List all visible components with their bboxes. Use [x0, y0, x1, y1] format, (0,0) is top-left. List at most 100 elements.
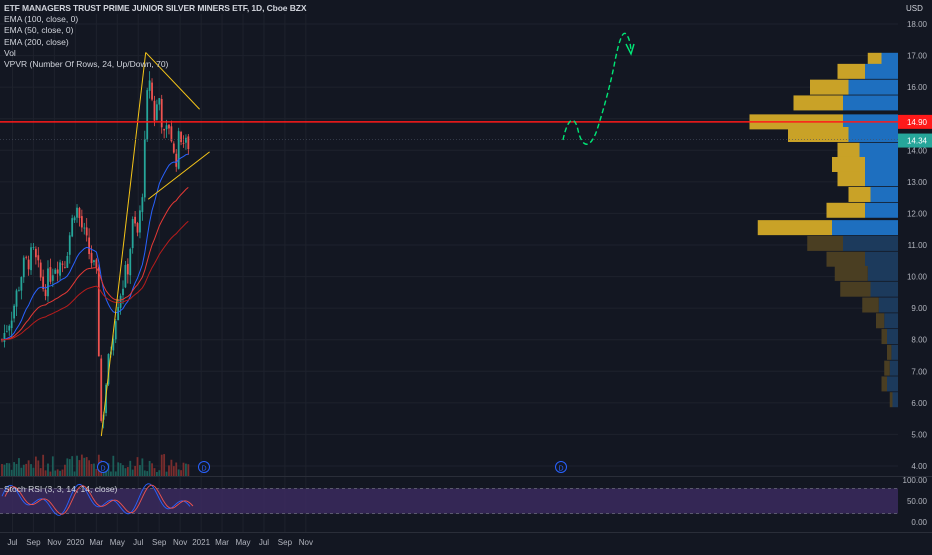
time-axis-tick: Nov: [47, 538, 61, 547]
volume-bar: [172, 466, 175, 476]
candle-body: [165, 125, 168, 130]
candle-body: [8, 325, 11, 331]
vpvr-bar-down: [834, 265, 868, 281]
candle-body: [27, 259, 30, 270]
volume-bar: [112, 455, 115, 476]
candle-body: [47, 268, 49, 297]
resistance-price-label: 14.90: [907, 118, 928, 127]
price-axis-tick: 10.00: [907, 273, 928, 282]
volume-bar: [42, 454, 45, 476]
volume-bar: [3, 464, 6, 476]
study-ema200[interactable]: EMA (200, close): [4, 36, 69, 47]
vpvr-bar-up: [848, 127, 898, 142]
vpvr-bar-up: [889, 360, 898, 376]
candle-body: [139, 210, 141, 233]
time-axis-tick: 2020: [66, 538, 84, 547]
volume-bar: [146, 471, 149, 476]
study-ema50[interactable]: EMA (50, close, 0): [4, 25, 74, 36]
candle-body: [119, 295, 122, 308]
triangle-upper-line: [145, 52, 200, 110]
resistance-price-tag: [898, 114, 932, 129]
candle-body: [30, 247, 32, 271]
candle-body: [175, 153, 178, 167]
vpvr-bar-down: [837, 142, 860, 158]
time-axis-tick: Sep: [26, 538, 41, 547]
currency-label[interactable]: USD: [906, 4, 923, 13]
vpvr-bar-up: [859, 142, 898, 158]
volume-bar: [180, 470, 182, 476]
candle-body: [126, 263, 129, 275]
vpvr-bar-up: [848, 79, 898, 95]
price-axis-tick: 16.00: [907, 83, 928, 92]
vpvr-bar-up: [865, 63, 898, 79]
candle-body: [146, 90, 149, 140]
vpvr-bar-up: [832, 220, 898, 236]
candle-body: [136, 223, 139, 233]
stoch-rsi-label[interactable]: Stoch RSI (3, 3, 14, 14, close): [4, 484, 118, 494]
vpvr-bar-up: [891, 344, 898, 360]
last-price-tag: [898, 133, 932, 148]
volume-bar: [85, 457, 88, 476]
study-vpvr[interactable]: VPVR (Number Of Rows, 24, Up/Down, 70): [4, 59, 169, 70]
time-axis-tick: Jul: [259, 538, 269, 547]
vpvr-bar-up: [887, 329, 898, 345]
study-volume[interactable]: Vol: [4, 47, 16, 58]
candle-body: [160, 98, 163, 128]
volume-bar: [1, 464, 3, 476]
candle-body: [39, 262, 42, 278]
vpvr-bar-up: [843, 235, 898, 251]
candle-body: [114, 321, 117, 340]
time-axis-tick: Mar: [215, 538, 229, 547]
volume-bar: [71, 456, 74, 476]
vpvr-bar-up: [884, 313, 898, 329]
volume-bar: [126, 467, 129, 476]
candle-body: [61, 263, 64, 265]
price-axis-tick: 6.00: [911, 399, 927, 408]
price-axis-tick: 4.00: [911, 462, 927, 471]
volume-bar: [54, 470, 57, 476]
volume-bar: [153, 468, 156, 476]
volume-bar: [117, 462, 120, 476]
candle-body: [18, 289, 20, 291]
volume-bar: [78, 460, 81, 476]
price-axis: [898, 0, 932, 550]
volume-bar: [143, 470, 146, 476]
volume-bar: [134, 465, 136, 476]
candle-body: [64, 267, 66, 268]
vpvr-bar-down: [881, 329, 887, 345]
time-axis-tick: May: [235, 538, 250, 547]
volume-bar: [68, 459, 71, 476]
volume-bar: [175, 462, 178, 476]
price-axis-tick: 5.00: [911, 430, 927, 439]
stoch-rsi-axis-tick: 50.00: [907, 497, 928, 506]
candle-body: [83, 227, 86, 229]
volume-bar: [18, 458, 20, 476]
candle-body: [42, 276, 45, 290]
volume-bar: [141, 458, 144, 476]
candle-body: [141, 197, 144, 213]
volume-bar: [22, 464, 25, 476]
candle-body: [163, 128, 166, 131]
vpvr-bar-down: [889, 392, 893, 408]
volume-bar: [155, 471, 158, 476]
dividend-marker: [97, 461, 109, 473]
candle-body: [32, 247, 35, 248]
volume-bar: [30, 464, 32, 476]
time-axis-tick: May: [110, 538, 125, 547]
volume-bar: [139, 465, 141, 476]
candle-body: [76, 207, 78, 218]
candle-body: [93, 260, 95, 263]
dividend-marker-label: D: [100, 466, 105, 473]
volume-bar: [136, 457, 139, 476]
candle-body: [73, 217, 76, 221]
volume-bar: [165, 471, 168, 476]
price-axis-tick: 11.00: [908, 241, 928, 250]
candle-body: [134, 216, 136, 224]
stoch-rsi-band: [0, 488, 898, 514]
price-axis-tick: 13.00: [907, 178, 928, 187]
candle-body: [185, 137, 187, 143]
study-ema100[interactable]: EMA (100, close, 0): [4, 14, 79, 25]
volume-bar: [5, 463, 8, 476]
